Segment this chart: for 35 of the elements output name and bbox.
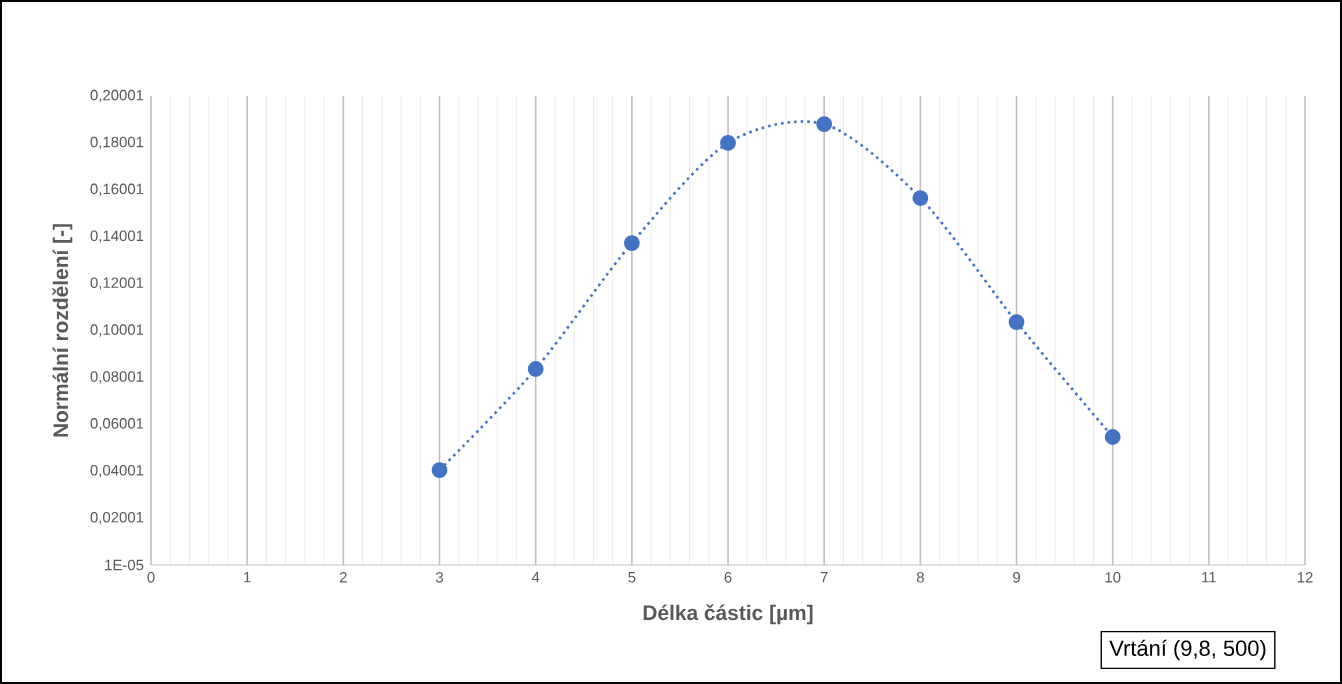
point [720, 135, 736, 151]
y-tick-label: 1E-05 [105, 559, 144, 571]
y-tick-label: 0,12001 [90, 277, 144, 290]
point [912, 190, 929, 206]
y-tick-label: 0,18001 [90, 136, 144, 150]
point [816, 116, 833, 133]
x-tick-label: 11 [1202, 572, 1216, 583]
x-tick-label: 3 [435, 572, 444, 583]
y-tick-label: 0,06001 [90, 418, 144, 431]
x-tick-label: 12 [1297, 572, 1313, 583]
point [623, 235, 640, 251]
y-tick-label: 0,14001 [90, 230, 144, 243]
x-tick-label: 5 [628, 572, 636, 583]
x-axis-title: Délka částic [µm] [643, 604, 813, 625]
text: Vrtání (9,8, 500) [1109, 639, 1266, 661]
x-tick-label: 8 [916, 572, 924, 583]
y-tick-label: 0,16001 [90, 183, 144, 196]
x-tick-label: 9 [1013, 572, 1020, 583]
point [527, 361, 544, 377]
x-tick-label: 0 [147, 572, 155, 583]
x-tick-label: 7 [820, 572, 828, 583]
x-tick-label: 10 [1105, 572, 1121, 583]
point [1008, 314, 1025, 330]
point [431, 462, 448, 478]
y-tick-label: 0,04001 [90, 465, 144, 478]
y-tick-label: 0,02001 [90, 511, 144, 525]
x-tick-label: 2 [339, 572, 347, 583]
x-tick-label: 4 [531, 572, 540, 583]
y-axis-title: Normální rozdělení [-] [52, 224, 73, 437]
x-tick-label: 6 [724, 572, 732, 583]
point [1104, 429, 1121, 445]
y-tick-label: 0,10001 [90, 324, 144, 337]
y-tick-label: 0,20001 [90, 89, 144, 103]
y-tick-label: 0,08001 [90, 371, 144, 384]
x-tick-label: 1 [244, 572, 251, 583]
